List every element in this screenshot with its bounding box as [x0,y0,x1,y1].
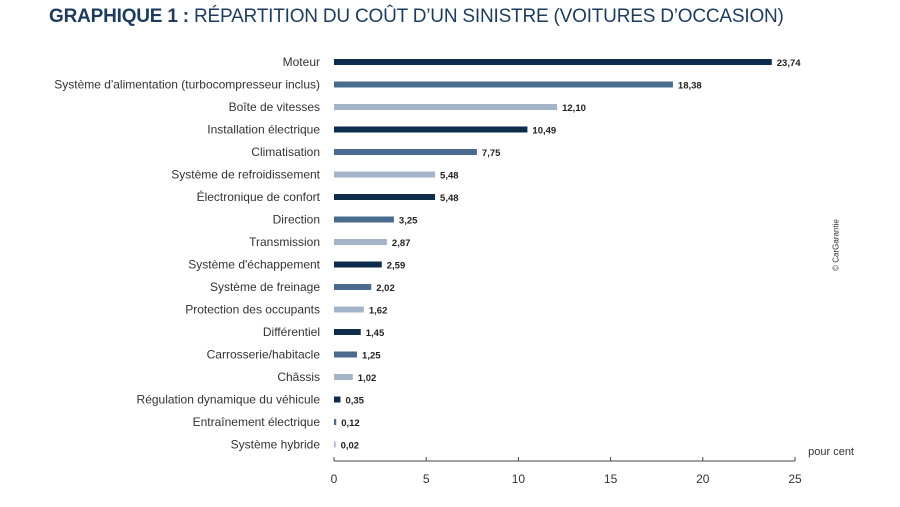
category-label: Carrosserie/habitacle [207,348,321,362]
category-label: Système de freinage [210,280,320,294]
value-label: 2,87 [392,238,411,249]
category-label: Châssis [277,370,320,384]
x-tick-label: 5 [423,472,430,486]
bar [334,261,382,268]
category-label: Système d'alimentation (turbocompresseur… [54,78,320,92]
x-tick-label: 0 [331,472,338,486]
source-credit: © CarGarantie [831,219,841,271]
value-label: 10,49 [532,126,556,137]
bar [334,81,673,88]
bar [334,239,387,245]
category-label: Moteur [283,55,320,69]
category-label: Régulation dynamique du véhicule [137,393,321,407]
value-label: 12,10 [562,103,586,114]
value-label: 1,02 [358,373,377,384]
value-label: 2,02 [376,283,395,294]
bar [334,149,477,155]
bar [334,194,436,200]
bar [334,171,436,178]
category-label: Entraînement électrique [193,415,321,429]
bar [334,419,337,425]
x-tick-label: 20 [696,472,710,486]
value-label: 5,48 [440,171,459,182]
value-label: 2,59 [387,261,406,272]
bar [334,374,353,380]
category-label: Protection des occupants [185,303,320,317]
value-label: 0,12 [341,418,360,429]
x-tick-label: 25 [788,472,802,486]
value-label: 1,25 [362,351,381,362]
value-label: 18,38 [678,81,702,92]
value-label: 1,45 [366,328,385,339]
bar [334,329,361,335]
category-label: Installation électrique [207,123,320,137]
bar [334,59,772,65]
x-tick-label: 15 [604,472,618,486]
bar [334,104,558,110]
category-label: Boîte de vitesses [229,100,320,114]
bar [334,441,336,448]
bar [334,396,341,403]
bar [334,306,364,313]
bar [334,284,372,290]
chart-title: GRAPHIQUE 1 : RÉPARTITION DU COÛT D’UN S… [49,6,784,28]
value-label: 7,75 [482,148,501,159]
x-tick-label: 10 [512,472,526,486]
bar [334,351,358,358]
category-label: Transmission [249,235,320,249]
bar [334,126,528,133]
value-label: 23,74 [777,58,801,69]
value-label: 5,48 [440,193,459,204]
category-label: Système hybride [231,438,321,452]
value-label: 1,62 [369,306,388,317]
category-label: Climatisation [251,145,320,159]
value-label: 0,02 [341,441,360,452]
category-label: Système d'échappement [188,258,320,272]
category-label: Électronique de confort [197,189,321,204]
x-axis-label: pour cent [808,446,854,458]
chart-title-text: RÉPARTITION DU COÛT D’UN SINISTRE (VOITU… [194,6,784,27]
value-label: 0,35 [345,396,364,407]
chart-title-lead: GRAPHIQUE 1 : [49,6,189,27]
category-label: Système de refroidissement [171,168,320,182]
category-label: Direction [273,213,320,227]
category-label: Différentiel [263,325,320,339]
bar [334,216,394,223]
value-label: 3,25 [399,216,418,227]
